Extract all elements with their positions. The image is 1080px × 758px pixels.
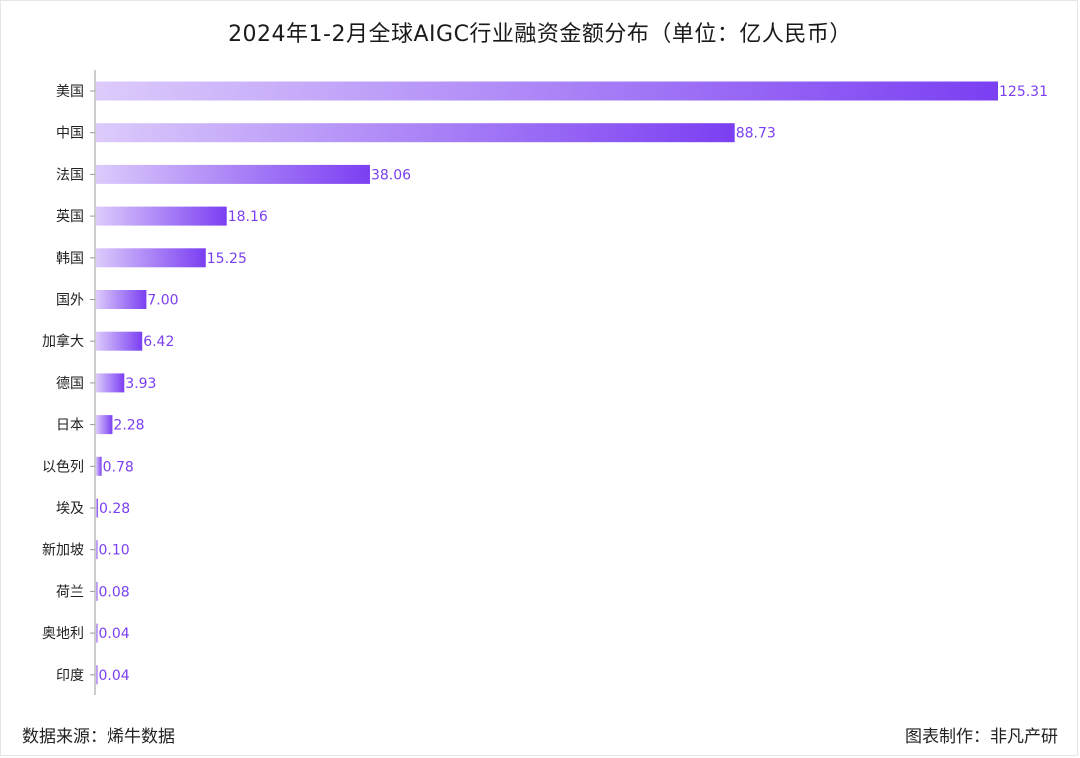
category-label: 日本	[56, 418, 84, 434]
value-label: 6.42	[143, 334, 174, 350]
value-label: 0.28	[99, 501, 130, 517]
category-label: 加拿大	[42, 333, 84, 350]
bar	[96, 248, 206, 268]
value-label: 7.00	[147, 293, 178, 309]
category-label: 荷兰	[56, 584, 84, 600]
bar	[96, 331, 143, 351]
value-label: 15.25	[207, 251, 247, 267]
data-source-note: 数据来源：烯牛数据	[22, 727, 175, 747]
category-label: 以色列	[42, 458, 84, 475]
bar	[96, 623, 98, 643]
value-label: 0.08	[99, 584, 130, 600]
bar	[96, 415, 113, 435]
bar	[96, 540, 98, 560]
category-label: 英国	[56, 208, 84, 225]
bar	[96, 164, 370, 184]
value-label: 18.16	[228, 209, 268, 225]
chart-title: 2024年1-2月全球AIGC行业融资金额分布（单位：亿人民币）	[228, 22, 852, 47]
bar	[96, 373, 125, 393]
chart-maker-note: 图表制作：非凡产研	[905, 727, 1058, 747]
bar	[96, 498, 99, 518]
bars-group: 美国 125.31 中国 88.73 法国 38.06 英国 18.16 韩国 15.25 国外 7.…	[42, 81, 1048, 685]
value-label: 0.04	[99, 668, 130, 684]
category-label: 新加坡	[42, 543, 84, 559]
value-label: 0.04	[99, 626, 130, 642]
category-label: 德国	[56, 376, 84, 392]
value-label: 0.10	[99, 543, 130, 559]
category-label: 美国	[56, 84, 84, 100]
category-label: 印度	[56, 668, 84, 684]
value-label: 125.31	[999, 84, 1048, 100]
category-label: 国外	[56, 293, 84, 309]
value-label: 38.06	[371, 167, 411, 183]
bar	[96, 665, 98, 685]
category-label: 埃及	[56, 501, 84, 517]
value-label: 2.28	[113, 418, 144, 434]
category-label: 法国	[56, 167, 84, 183]
category-label: 奥地利	[42, 625, 84, 642]
bar	[96, 81, 998, 101]
category-label: 中国	[56, 126, 84, 142]
value-label: 88.73	[736, 126, 776, 142]
bar	[96, 581, 98, 601]
category-label: 韩国	[56, 251, 84, 267]
bar	[96, 456, 102, 476]
bar	[96, 206, 227, 226]
value-label: 3.93	[125, 376, 156, 392]
bar	[96, 290, 147, 309]
value-label: 0.78	[103, 459, 134, 475]
bar	[96, 123, 735, 143]
